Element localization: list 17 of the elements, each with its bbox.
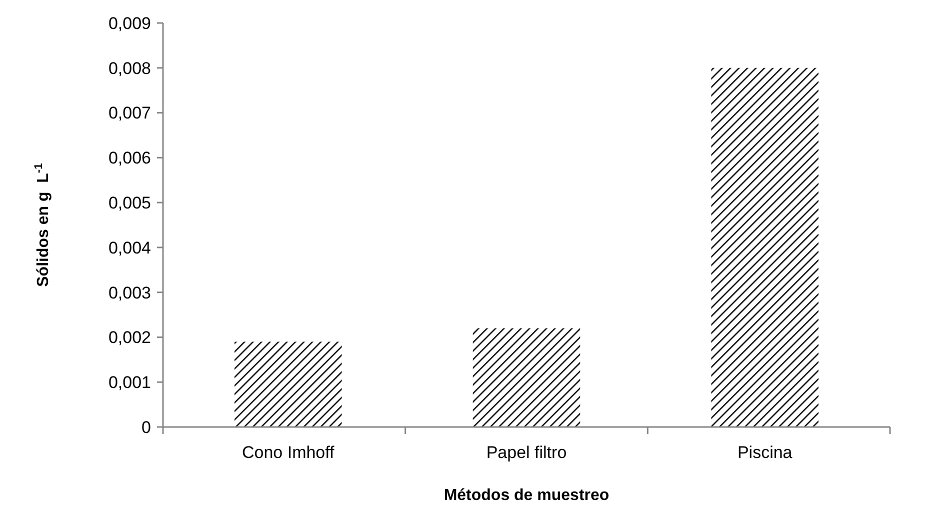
x-tick-label: Papel filtro (486, 443, 567, 462)
y-tick-label: 0 (142, 418, 151, 437)
y-tick-label: 0,006 (108, 148, 151, 168)
y-tick-label: 0,001 (108, 373, 151, 392)
y-tick-label: 0,009 (108, 14, 151, 33)
y-tick-label: 0,003 (108, 283, 151, 302)
x-tick-label: Piscina (737, 443, 793, 462)
bar (234, 342, 342, 427)
y-tick-label: 0,008 (108, 58, 151, 78)
x-axis-title: Métodos de muestreo (444, 487, 610, 504)
y-tick-label: 0,002 (108, 328, 151, 348)
y-tick-label: 0,007 (108, 104, 151, 123)
bar (472, 328, 580, 427)
bar (711, 68, 818, 427)
x-tick-label: Cono Imhoff (242, 443, 335, 462)
y-tick-label: 0,005 (108, 194, 151, 213)
y-tick-label: 0,004 (108, 238, 151, 258)
